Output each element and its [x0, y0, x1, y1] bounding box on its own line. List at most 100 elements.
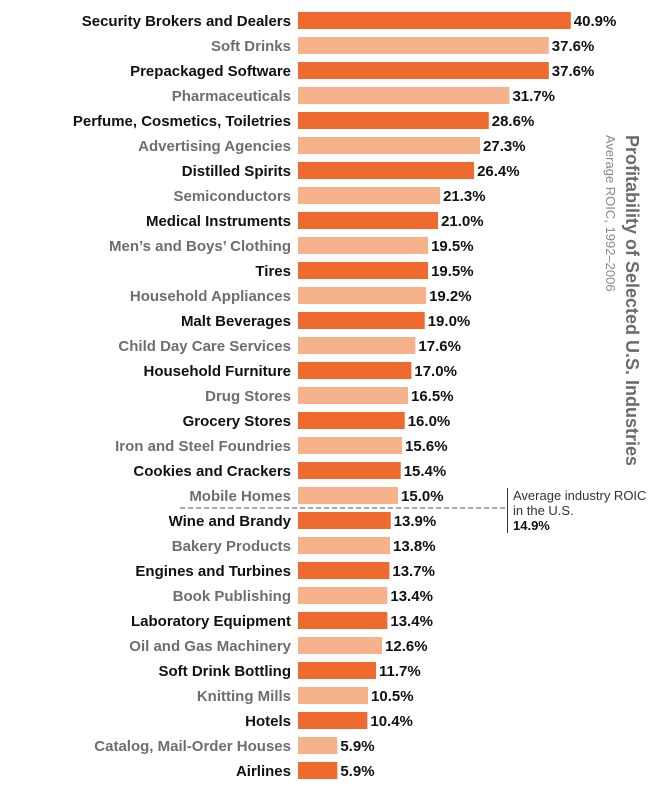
value-label: 15.4%: [404, 463, 447, 480]
value-label: 16.5%: [411, 388, 454, 405]
category-label: Distilled Spirits: [182, 163, 291, 180]
bar: [298, 737, 338, 754]
bar: [298, 212, 439, 229]
bar: [298, 762, 338, 779]
value-label: 15.6%: [405, 438, 448, 455]
category-label: Tires: [255, 263, 291, 280]
category-label: Prepackaged Software: [130, 63, 291, 80]
category-label: Child Day Care Services: [118, 338, 291, 355]
category-label: Household Appliances: [130, 288, 291, 305]
category-label: Mobile Homes: [189, 488, 291, 505]
value-label: 37.6%: [552, 63, 595, 80]
category-label: Book Publishing: [173, 588, 291, 605]
value-label: 13.8%: [393, 538, 436, 555]
value-label: 5.9%: [340, 763, 374, 780]
chart-subtitle: Average ROIC, 1992–2006: [603, 135, 618, 292]
value-label: 12.6%: [385, 638, 428, 655]
value-label: 19.5%: [431, 263, 474, 280]
bar: [298, 287, 427, 304]
bar: [298, 12, 571, 29]
value-label: 11.7%: [379, 663, 421, 680]
category-label: Iron and Steel Foundries: [115, 438, 291, 455]
category-label: Soft Drinks: [211, 38, 291, 55]
bar: [298, 462, 401, 479]
value-label: 13.4%: [390, 613, 433, 630]
category-label: Laboratory Equipment: [131, 613, 291, 630]
bar: [298, 37, 549, 54]
bar: [298, 437, 403, 454]
category-label: Medical Instruments: [146, 213, 291, 230]
value-label: 13.7%: [392, 563, 435, 580]
value-label: 17.6%: [418, 338, 461, 355]
value-label: 17.0%: [414, 363, 457, 380]
category-label: Cookies and Crackers: [133, 463, 291, 480]
category-label: Men’s and Boys’ Clothing: [109, 238, 291, 255]
value-label: 13.4%: [390, 588, 433, 605]
bar: [298, 662, 377, 679]
bar: [298, 62, 549, 79]
bar: [298, 537, 391, 554]
bar: [298, 262, 429, 279]
chart-title-block: Profitability of Selected U.S. Industrie…: [603, 135, 642, 465]
bar: [298, 412, 405, 429]
bar: [298, 637, 383, 654]
bar: [298, 237, 429, 254]
chart-title: Profitability of Selected U.S. Industrie…: [622, 135, 642, 465]
bar: [298, 712, 368, 729]
value-label: 37.6%: [552, 38, 595, 55]
average-annotation-value: 14.9%: [513, 518, 550, 533]
category-label: Advertising Agencies: [138, 138, 291, 155]
category-label: Drug Stores: [205, 388, 291, 405]
value-label: 10.4%: [370, 713, 413, 730]
category-label: Pharmaceuticals: [172, 88, 291, 105]
value-label: 21.3%: [443, 188, 486, 205]
category-label: Security Brokers and Dealers: [82, 13, 291, 30]
category-label: Household Furniture: [144, 363, 292, 380]
value-label: 26.4%: [477, 163, 520, 180]
category-label: Airlines: [236, 763, 291, 780]
bar: [298, 512, 391, 529]
category-label: Soft Drink Bottling: [159, 663, 291, 680]
bar: [298, 162, 475, 179]
value-label: 27.3%: [483, 138, 526, 155]
value-label: 13.9%: [394, 513, 437, 530]
value-label: 10.5%: [371, 688, 414, 705]
category-label: Perfume, Cosmetics, Toiletries: [73, 113, 291, 130]
bar: [298, 137, 481, 154]
bar: [298, 112, 489, 129]
average-annotation: Average industry ROIC in the U.S. 14.9%: [507, 488, 652, 533]
bar: [298, 612, 388, 629]
bar: [298, 312, 425, 329]
value-label: 31.7%: [512, 88, 555, 105]
bar: [298, 362, 412, 379]
value-label: 19.2%: [429, 288, 472, 305]
value-label: 21.0%: [441, 213, 484, 230]
category-label: Engines and Turbines: [135, 563, 291, 580]
bar: [298, 187, 441, 204]
category-label: Oil and Gas Machinery: [129, 638, 291, 655]
value-label: 19.0%: [428, 313, 471, 330]
bar: [298, 487, 399, 504]
bar: [298, 337, 416, 354]
average-annotation-label: Average industry ROIC in the U.S.: [513, 488, 647, 518]
bar: [298, 87, 510, 104]
category-label: Malt Beverages: [181, 313, 291, 330]
category-label: Hotels: [245, 713, 291, 730]
bar: [298, 562, 390, 579]
category-label: Catalog, Mail-Order Houses: [94, 738, 291, 755]
bar: [298, 587, 388, 604]
category-label: Grocery Stores: [183, 413, 291, 430]
category-label: Semiconductors: [173, 188, 291, 205]
value-label: 19.5%: [431, 238, 474, 255]
category-label: Bakery Products: [172, 538, 291, 555]
value-label: 40.9%: [574, 13, 617, 30]
category-label: Wine and Brandy: [169, 513, 292, 530]
category-label: Knitting Mills: [197, 688, 291, 705]
bar: [298, 387, 409, 404]
value-label: 28.6%: [492, 113, 535, 130]
bars-layer: Security Brokers and Dealers 40.9% Soft Dr…: [73, 12, 616, 780]
bar: [298, 687, 369, 704]
value-label: 15.0%: [401, 488, 444, 505]
value-label: 16.0%: [408, 413, 451, 430]
